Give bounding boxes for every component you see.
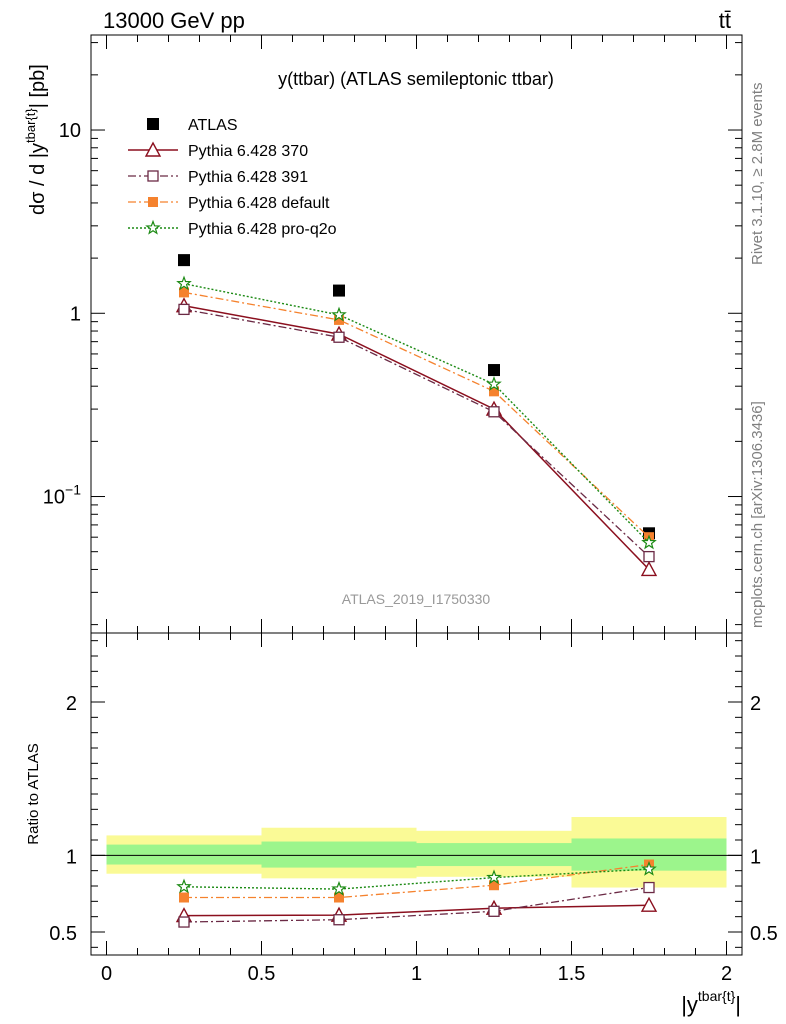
main-pdefault-line <box>183 291 650 538</box>
ratio-pdefault-point <box>179 892 189 903</box>
legend-marker-p370 <box>144 141 162 157</box>
process-label: tt̄ <box>719 8 731 33</box>
ratio-p370-series <box>175 896 658 923</box>
main-pq2o-point <box>641 534 657 550</box>
x-tick-label: 2 <box>721 963 732 985</box>
main-panel: y(ttbar) (ATLAS semileptonic ttbar) ATLA… <box>23 34 743 634</box>
main-axis-ticks: 10−1 1 10 <box>43 35 742 633</box>
ratio-panel: 0.5 0.5 1 1 2 2 0 0.5 1 1.5 2 Ratio to ATLAS |ytba… <box>25 632 778 1017</box>
ratio-p391-series <box>178 881 655 928</box>
legend-entry-pq2o: Pythia 6.428 pro-q2o <box>128 219 337 238</box>
main-p391-series <box>178 303 655 563</box>
ratio-p391-point <box>488 905 500 917</box>
ratio-axis-ticks: 0.5 0.5 1 1 2 2 0 0.5 1 1.5 2 <box>49 633 778 985</box>
energy-label: 13000 GeV pp <box>103 8 245 33</box>
ratio-pq2o-point <box>486 869 502 885</box>
ratio-pq2o-series <box>176 860 657 896</box>
main-atlas-point <box>178 254 190 267</box>
legend-label-p370: Pythia 6.428 370 <box>188 143 308 160</box>
legend: ATLAS Pythia 6.428 370 Pythia 6.428 391 Pyt… <box>128 117 337 238</box>
main-y-tick-label: 1 <box>70 303 81 325</box>
ratio-y-tick-label-right: 1 <box>750 846 761 868</box>
main-series-group <box>175 254 658 577</box>
main-atlas-point <box>488 364 500 377</box>
rivet-version-label: Rivet 3.1.10, ≥ 2.8M events <box>749 83 766 266</box>
x-tick-label: 0 <box>101 963 112 985</box>
legend-label-p391: Pythia 6.428 391 <box>188 169 308 186</box>
main-atlas-series <box>178 254 655 540</box>
main-p391-line <box>183 308 650 558</box>
main-p391-point <box>178 303 190 316</box>
ratio-pq2o-point <box>331 880 347 896</box>
ratio-uncertainty-bands <box>91 817 742 888</box>
ratio-p391-point <box>178 916 190 928</box>
x-tick-label: 1.5 <box>558 963 586 985</box>
ratio-y-tick-label-right: 2 <box>750 693 761 715</box>
ratio-pq2o-point <box>176 878 192 894</box>
mcplots-label: mcplots.cern.ch [arXiv:1306.3436] <box>749 401 766 628</box>
main-pq2o-point <box>176 275 192 291</box>
ratio-p370-line <box>183 904 650 917</box>
legend-marker-pq2o <box>145 219 161 235</box>
main-y-axis-label: dσ / d |ytbar{t}| [pb] <box>23 64 49 215</box>
ratio-y-tick-label: 2 <box>66 693 77 715</box>
ratio-band-inner <box>106 844 262 865</box>
ratio-pdefault-point <box>489 880 499 891</box>
ratio-p391-point <box>643 881 655 894</box>
legend-label-pdefault: Pythia 6.428 default <box>188 195 330 212</box>
legend-label-atlas: ATLAS <box>188 117 238 134</box>
ratio-y-tick-label-right: 0.5 <box>750 923 778 945</box>
main-atlas-point <box>333 284 345 297</box>
legend-entry-p370: Pythia 6.428 370 <box>128 141 308 160</box>
ratio-band-inner <box>416 843 572 867</box>
legend-marker-p391 <box>147 170 159 182</box>
ratio-y-axis-label: Ratio to ATLAS <box>25 743 42 844</box>
x-tick-label: 1 <box>411 963 422 985</box>
ratio-y-tick-label: 1 <box>66 846 77 868</box>
ratio-pdefault-point <box>334 892 344 903</box>
plot-title: y(ttbar) (ATLAS semileptonic ttbar) <box>278 69 554 89</box>
main-y-tick-label: 10−1 <box>43 482 81 509</box>
main-pdefault-point <box>489 386 499 397</box>
legend-label-pq2o: Pythia 6.428 pro-q2o <box>188 221 337 238</box>
ratio-pdefault-line <box>184 863 650 899</box>
main-pdefault-point <box>334 314 344 325</box>
main-p391-point <box>488 406 500 418</box>
ratio-p391-point <box>333 914 345 926</box>
main-pdefault-point <box>179 287 189 298</box>
ratio-pq2o-line <box>183 868 650 890</box>
main-p391-point <box>643 550 655 563</box>
ratio-p391-line <box>183 886 650 923</box>
legend-entry-p391: Pythia 6.428 391 <box>128 169 308 186</box>
x-tick-label: 0.5 <box>248 963 276 985</box>
legend-entry-atlas: ATLAS <box>147 117 238 134</box>
main-p370-series <box>175 297 658 577</box>
ratio-y-tick-label: 0.5 <box>49 923 77 945</box>
x-axis-label: |ytbar{t}| <box>681 988 741 1017</box>
main-p391-point <box>333 331 345 343</box>
legend-marker-pdefault <box>148 197 158 207</box>
ratio-p370-point <box>640 896 658 912</box>
main-y-tick-label: 10 <box>59 120 81 142</box>
ratio-pq2o-point <box>641 860 657 876</box>
main-pq2o-series <box>176 275 657 550</box>
legend-marker-atlas <box>147 118 159 130</box>
ratio-band-inner <box>261 841 417 868</box>
analysis-watermark: ATLAS_2019_I1750330 <box>342 591 491 607</box>
legend-entry-pdefault: Pythia 6.428 default <box>128 195 330 212</box>
main-p370-line <box>183 304 650 571</box>
main-p370-point <box>640 560 658 577</box>
ratio-series-group <box>175 859 658 928</box>
main-pq2o-point <box>331 306 347 322</box>
main-pdefault-series <box>179 287 654 543</box>
main-pq2o-point <box>486 375 502 391</box>
